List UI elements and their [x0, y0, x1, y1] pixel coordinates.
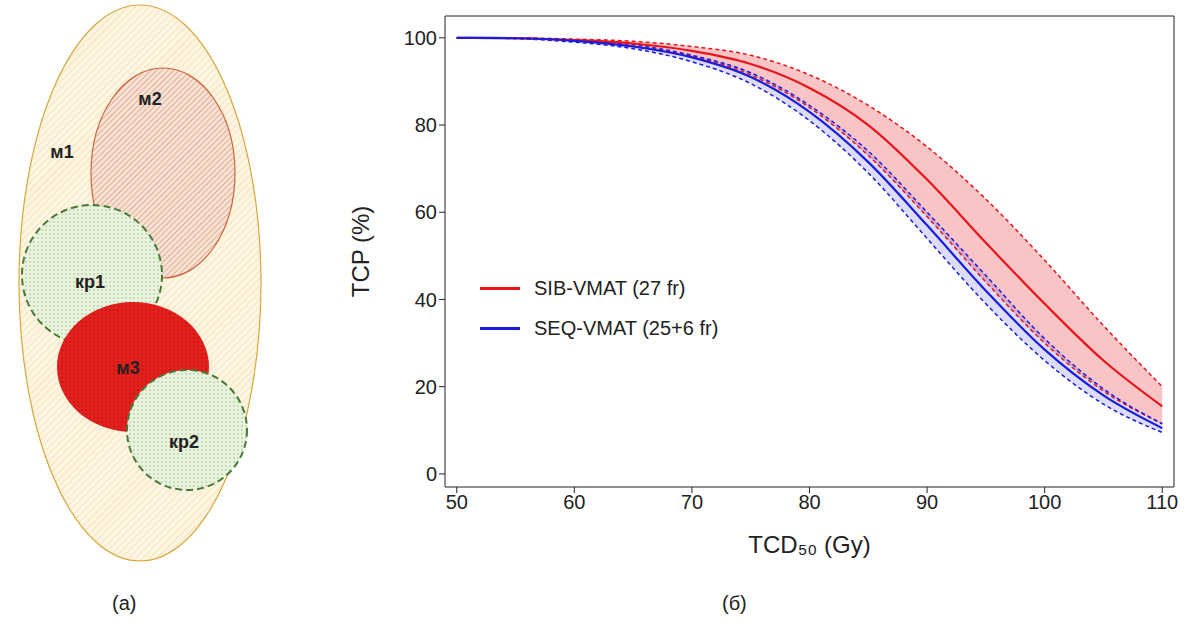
svg-text:100: 100 — [404, 27, 437, 49]
svg-text:70: 70 — [681, 491, 703, 513]
svg-text:50: 50 — [446, 491, 468, 513]
svg-text:кр1: кр1 — [75, 272, 105, 292]
html-text:SIB-VMAT (27 fr): SIB-VMAT (27 fr) — [534, 276, 686, 299]
svg-text:м1: м1 — [50, 142, 73, 162]
svg-text:90: 90 — [916, 491, 938, 513]
html-text:(б): (б) — [722, 592, 747, 614]
svg-text:м3: м3 — [116, 358, 139, 378]
svg-text:TCP (%): TCP (%) — [347, 206, 374, 298]
svg-text:м2: м2 — [138, 89, 161, 109]
svg-text:100: 100 — [1028, 491, 1061, 513]
svg-text:кр2: кр2 — [169, 432, 199, 452]
svg-text:80: 80 — [415, 114, 437, 136]
svg-text:80: 80 — [798, 491, 820, 513]
svg-text:40: 40 — [415, 289, 437, 311]
svg-text:110: 110 — [1146, 491, 1178, 513]
html-text:SEQ-VMAT (25+6 fr): SEQ-VMAT (25+6 fr) — [534, 316, 719, 339]
svg-text:60: 60 — [415, 201, 437, 223]
svg-text:20: 20 — [415, 376, 437, 398]
svg-text:TCD₅₀ (Gy): TCD₅₀ (Gy) — [748, 531, 870, 558]
svg-text:0: 0 — [426, 463, 437, 485]
svg-text:60: 60 — [563, 491, 585, 513]
html-text:(а): (а) — [112, 592, 137, 614]
